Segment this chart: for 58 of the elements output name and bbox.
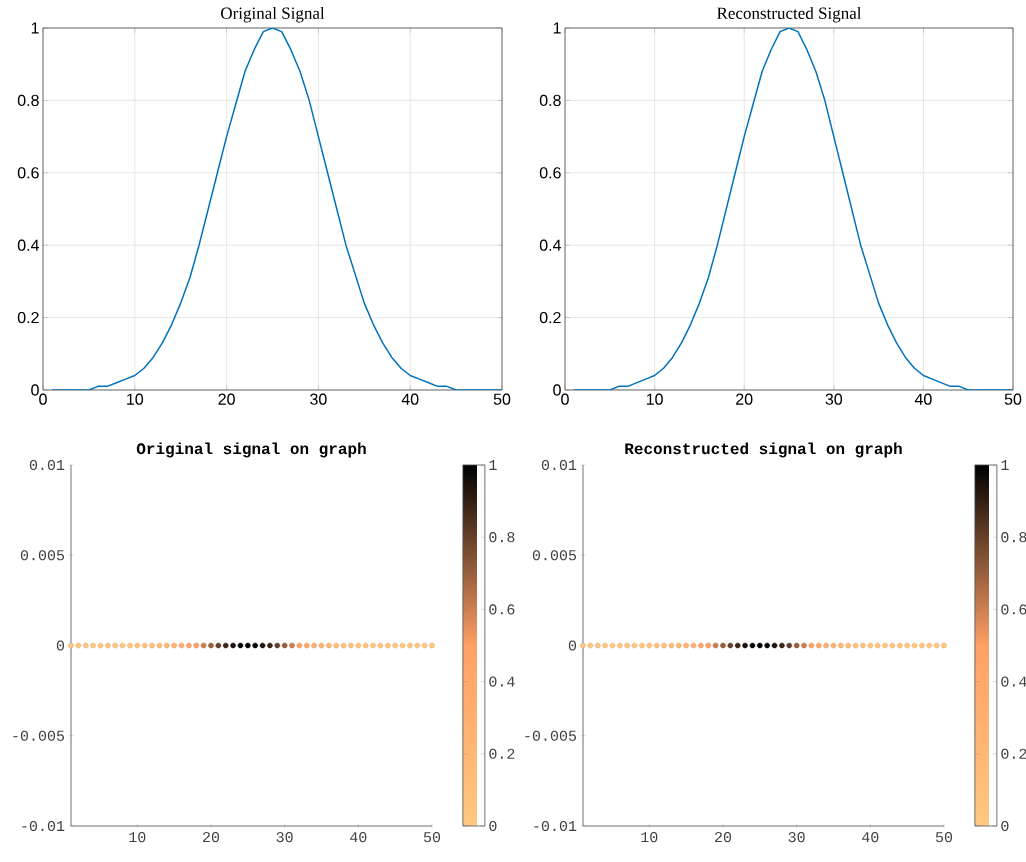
x-tick-label: 40 xyxy=(401,393,419,405)
y-tick-label: 0.8 xyxy=(539,94,561,107)
x-tick-label: 10 xyxy=(646,393,663,405)
chart-title: Original Signal xyxy=(221,6,325,23)
color-bar-label: 0 xyxy=(489,820,497,832)
y-tick-label: 0 xyxy=(568,640,577,651)
x-tick-label: 20 xyxy=(736,393,753,405)
x-tick-label: 30 xyxy=(825,393,843,405)
y-tick-label: 1 xyxy=(31,22,39,34)
y-tick-label: 0.6 xyxy=(539,167,561,179)
color-bar-label: 1 xyxy=(489,460,497,470)
y-tick-label: 0 xyxy=(553,384,561,396)
y-tick-label: 0.4 xyxy=(17,239,39,251)
x-tick-label: 30 xyxy=(276,832,293,843)
x-tick-label: 50 xyxy=(935,832,953,843)
y-tick-label: -0.01 xyxy=(534,820,577,832)
y-tick-label: 1 xyxy=(553,22,561,34)
y-tick-label: 0.6 xyxy=(17,167,39,179)
x-tick-label: 50 xyxy=(1004,393,1022,405)
y-tick-label: 0.8 xyxy=(17,94,39,107)
chart-title: Reconstructed signal on graph xyxy=(625,442,902,458)
x-tick-label: 10 xyxy=(127,393,144,405)
x-tick-label: 40 xyxy=(914,393,932,405)
x-tick-label: 50 xyxy=(493,393,511,405)
x-tick-label: 30 xyxy=(788,832,805,843)
x-tick-label: 30 xyxy=(310,393,327,405)
color-bar-label: 0 xyxy=(1001,820,1009,832)
x-tick-label: 10 xyxy=(641,832,658,843)
color-bar-label: 1 xyxy=(1001,460,1009,470)
x-tick-label: 20 xyxy=(715,832,732,843)
y-tick-label: 0.2 xyxy=(539,311,561,324)
color-bar-label: 0.4 xyxy=(489,676,515,687)
chart-title: Original signal on graph xyxy=(136,442,366,458)
color-bar-label: 0.6 xyxy=(489,604,515,615)
color-bar-label: 0.2 xyxy=(489,748,515,759)
color-bar-label: 0.2 xyxy=(1001,748,1026,759)
x-tick-label: 20 xyxy=(203,832,220,843)
y-tick-label: 0.01 xyxy=(29,459,65,471)
color-bar-label: 0.4 xyxy=(1001,676,1026,687)
color-bar-label: 0.8 xyxy=(489,532,515,543)
y-tick-label: 0.2 xyxy=(17,311,39,324)
y-tick-label: 0.01 xyxy=(541,459,577,471)
y-tick-label: 0 xyxy=(31,384,39,396)
color-bar-label: 0.8 xyxy=(1001,532,1026,543)
y-tick-label: 0.005 xyxy=(20,550,65,561)
y-tick-label: 0.4 xyxy=(539,239,561,251)
x-tick-label: 40 xyxy=(862,832,879,843)
y-tick-label: -0.01 xyxy=(22,820,65,832)
x-tick-label: 20 xyxy=(218,393,235,405)
color-bar-label: 0.6 xyxy=(1001,604,1026,615)
y-tick-label: -0.005 xyxy=(13,730,65,741)
y-tick-label: -0.005 xyxy=(525,730,577,741)
chart-title: Reconstructed Signal xyxy=(717,6,862,23)
x-tick-label: 10 xyxy=(129,832,146,843)
x-tick-label: 40 xyxy=(350,832,367,843)
y-tick-label: 0 xyxy=(56,640,65,651)
x-tick-label: 50 xyxy=(423,832,441,843)
y-tick-label: 0.005 xyxy=(532,550,577,561)
